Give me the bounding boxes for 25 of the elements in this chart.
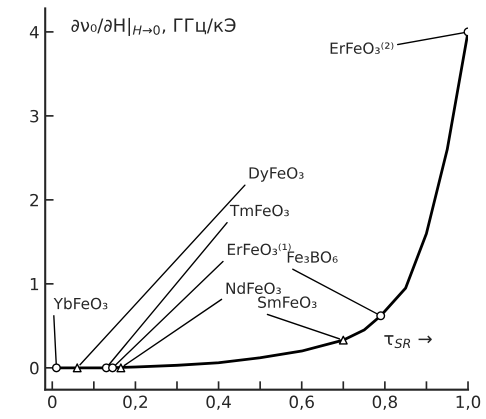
x-tick-label: 0,8: [372, 396, 397, 410]
y-tick-label: 3: [30, 110, 38, 122]
y-tick-label: 1: [30, 278, 38, 290]
annotation: TmFeO₃: [230, 204, 289, 216]
x-tick-label: 0: [48, 396, 56, 408]
x-tick-label: 0,2: [123, 396, 147, 410]
x-tick-label: 0,6: [290, 396, 314, 410]
annotation: DyFeO₃: [250, 167, 304, 182]
point: [376, 311, 386, 320]
x-tick-label: 0,4: [206, 396, 231, 410]
annotation: ErFeO₃⁽²⁾: [330, 42, 394, 54]
y-tick-label: 4: [30, 26, 39, 38]
annotation: SmFeO₃: [258, 296, 316, 308]
annotation: NdFeO₃: [226, 282, 281, 294]
x-tick-label: 1,0: [456, 396, 480, 410]
y-tick-label: 2: [30, 194, 38, 206]
point: [108, 363, 118, 372]
x-axis-title: τ$_{SR}$ →: [384, 335, 432, 348]
point: [72, 363, 82, 372]
annotation: YbFeO₃: [54, 297, 108, 310]
point: [338, 336, 348, 345]
point: [52, 363, 61, 372]
y-axis-title: ∂ν₀/∂H|$_{H→0}$, ГГц/кЭ: [71, 18, 236, 36]
point: [116, 363, 126, 372]
y-tick-label: 0: [30, 362, 39, 374]
